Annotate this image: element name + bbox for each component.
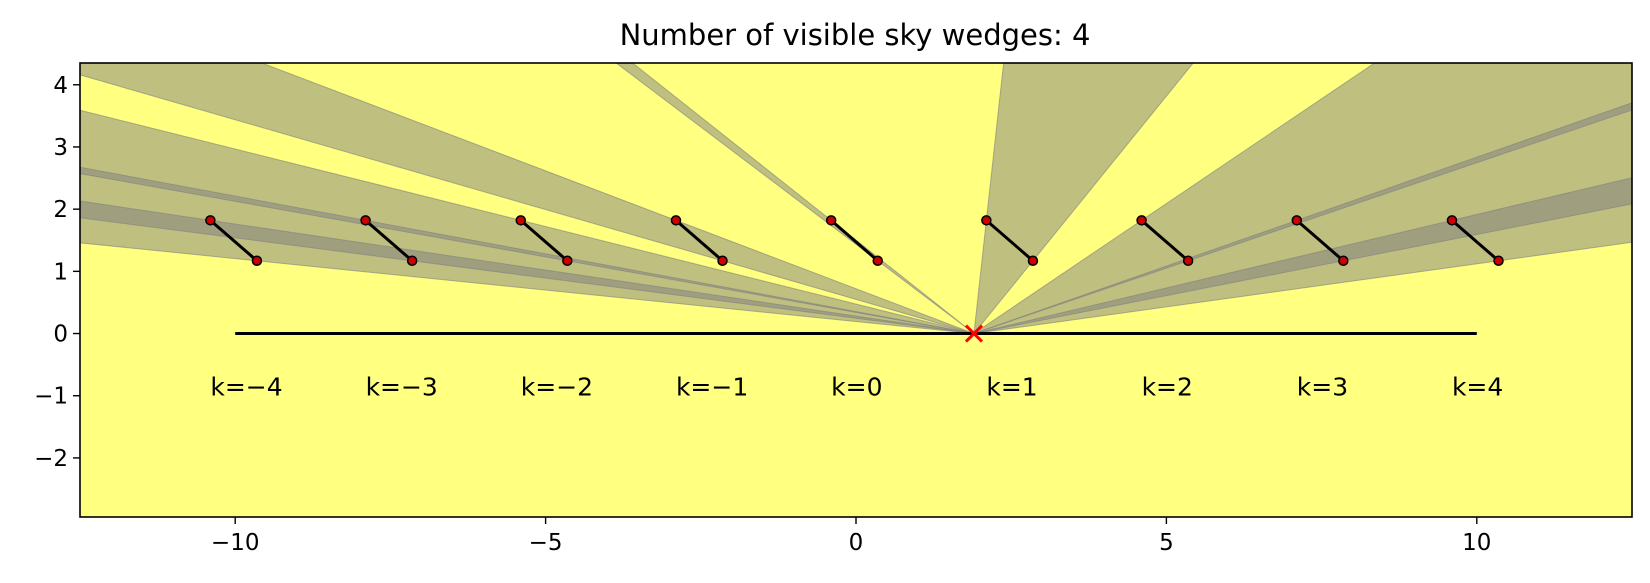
segment-endpoint (515, 215, 527, 226)
segment-endpoint (562, 255, 573, 267)
shadow-wedge (80, 63, 975, 335)
k-label: k=−3 (366, 372, 438, 401)
k-label: k=3 (1297, 372, 1348, 401)
y-tick-label: 2 (53, 197, 68, 223)
y-tick-label: −1 (34, 384, 68, 410)
shadow-wedge (615, 63, 975, 334)
sky-region (80, 63, 1632, 517)
segment-endpoint (205, 215, 216, 226)
segment-endpoint (981, 215, 992, 226)
shadow-wedge (973, 102, 1632, 335)
segment-endpoint (1027, 255, 1039, 267)
segment-line (674, 219, 724, 262)
segment-endpoint (717, 255, 728, 267)
y-tick-label: 0 (53, 322, 68, 348)
observer-stroke (964, 324, 984, 343)
segment-endpoint (872, 255, 883, 267)
y-tick-label: 1 (53, 259, 68, 285)
k-label: k=4 (1452, 372, 1503, 401)
k-label: k=2 (1142, 372, 1193, 401)
segment-line (985, 219, 1034, 262)
y-tick-label: −2 (34, 446, 68, 472)
shadow-wedge (973, 63, 1632, 335)
segment-endpoint (360, 215, 371, 226)
k-label: k=−2 (521, 372, 593, 401)
segment-endpoint (1338, 255, 1349, 267)
x-tick-label: 5 (1159, 530, 1174, 556)
segment-line (1140, 219, 1190, 262)
chart-title: Number of visible sky wedges: 4 (620, 18, 1091, 52)
k-label: k=−4 (210, 372, 282, 401)
shadow-wedge (973, 63, 1194, 336)
x-tick-label: 0 (849, 530, 864, 556)
segment-endpoint (825, 215, 837, 226)
segment-line (1450, 219, 1500, 262)
segment-line (1295, 219, 1345, 262)
observer-marker (964, 324, 984, 343)
segment-endpoint (251, 255, 263, 267)
shadow-wedge (973, 177, 1632, 335)
shadow-wedges (80, 63, 1632, 336)
x-tick-label: −5 (529, 530, 563, 556)
segment-line (209, 219, 258, 262)
segment-line (364, 219, 414, 262)
x-tick-label: 10 (1462, 530, 1491, 556)
shadow-wedge (80, 109, 975, 335)
k-label: k=0 (831, 372, 882, 401)
segment-endpoint (1446, 215, 1458, 226)
segment-endpoint (1182, 255, 1194, 267)
k-label: k=1 (986, 372, 1037, 401)
x-tick-label: −10 (211, 530, 260, 556)
segment-endpoint (406, 255, 418, 267)
segment-endpoint (670, 215, 682, 226)
segment-endpoint (1493, 255, 1504, 267)
segment-line (519, 219, 569, 262)
y-tick-label: 4 (53, 73, 68, 99)
segment-endpoint (1136, 215, 1147, 226)
segment-endpoint (1291, 215, 1303, 226)
k-label: k=−1 (676, 372, 748, 401)
segment-line (830, 219, 879, 262)
y-tick-label: 3 (53, 135, 68, 161)
plot-marks: k=−4 k=−3 k=−2 k=−1 k=0 k=1 k=2 k=3 k=4 (205, 215, 1504, 401)
